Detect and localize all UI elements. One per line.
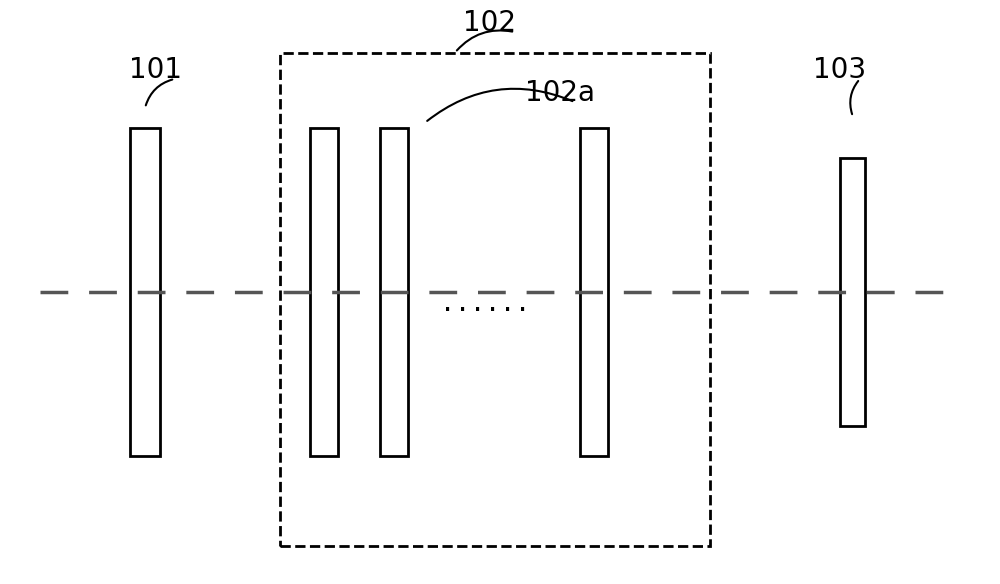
FancyArrowPatch shape <box>850 81 858 114</box>
FancyArrowPatch shape <box>457 30 512 50</box>
FancyBboxPatch shape <box>380 128 408 456</box>
Text: 102: 102 <box>464 9 516 37</box>
FancyBboxPatch shape <box>310 128 338 456</box>
Text: 102a: 102a <box>525 79 595 107</box>
Text: 103: 103 <box>813 56 867 84</box>
FancyArrowPatch shape <box>427 89 572 121</box>
FancyBboxPatch shape <box>580 128 608 456</box>
FancyBboxPatch shape <box>840 158 865 426</box>
Text: 101: 101 <box>128 56 182 84</box>
FancyBboxPatch shape <box>130 128 160 456</box>
Text: ......: ...... <box>440 291 530 316</box>
FancyArrowPatch shape <box>146 79 172 105</box>
